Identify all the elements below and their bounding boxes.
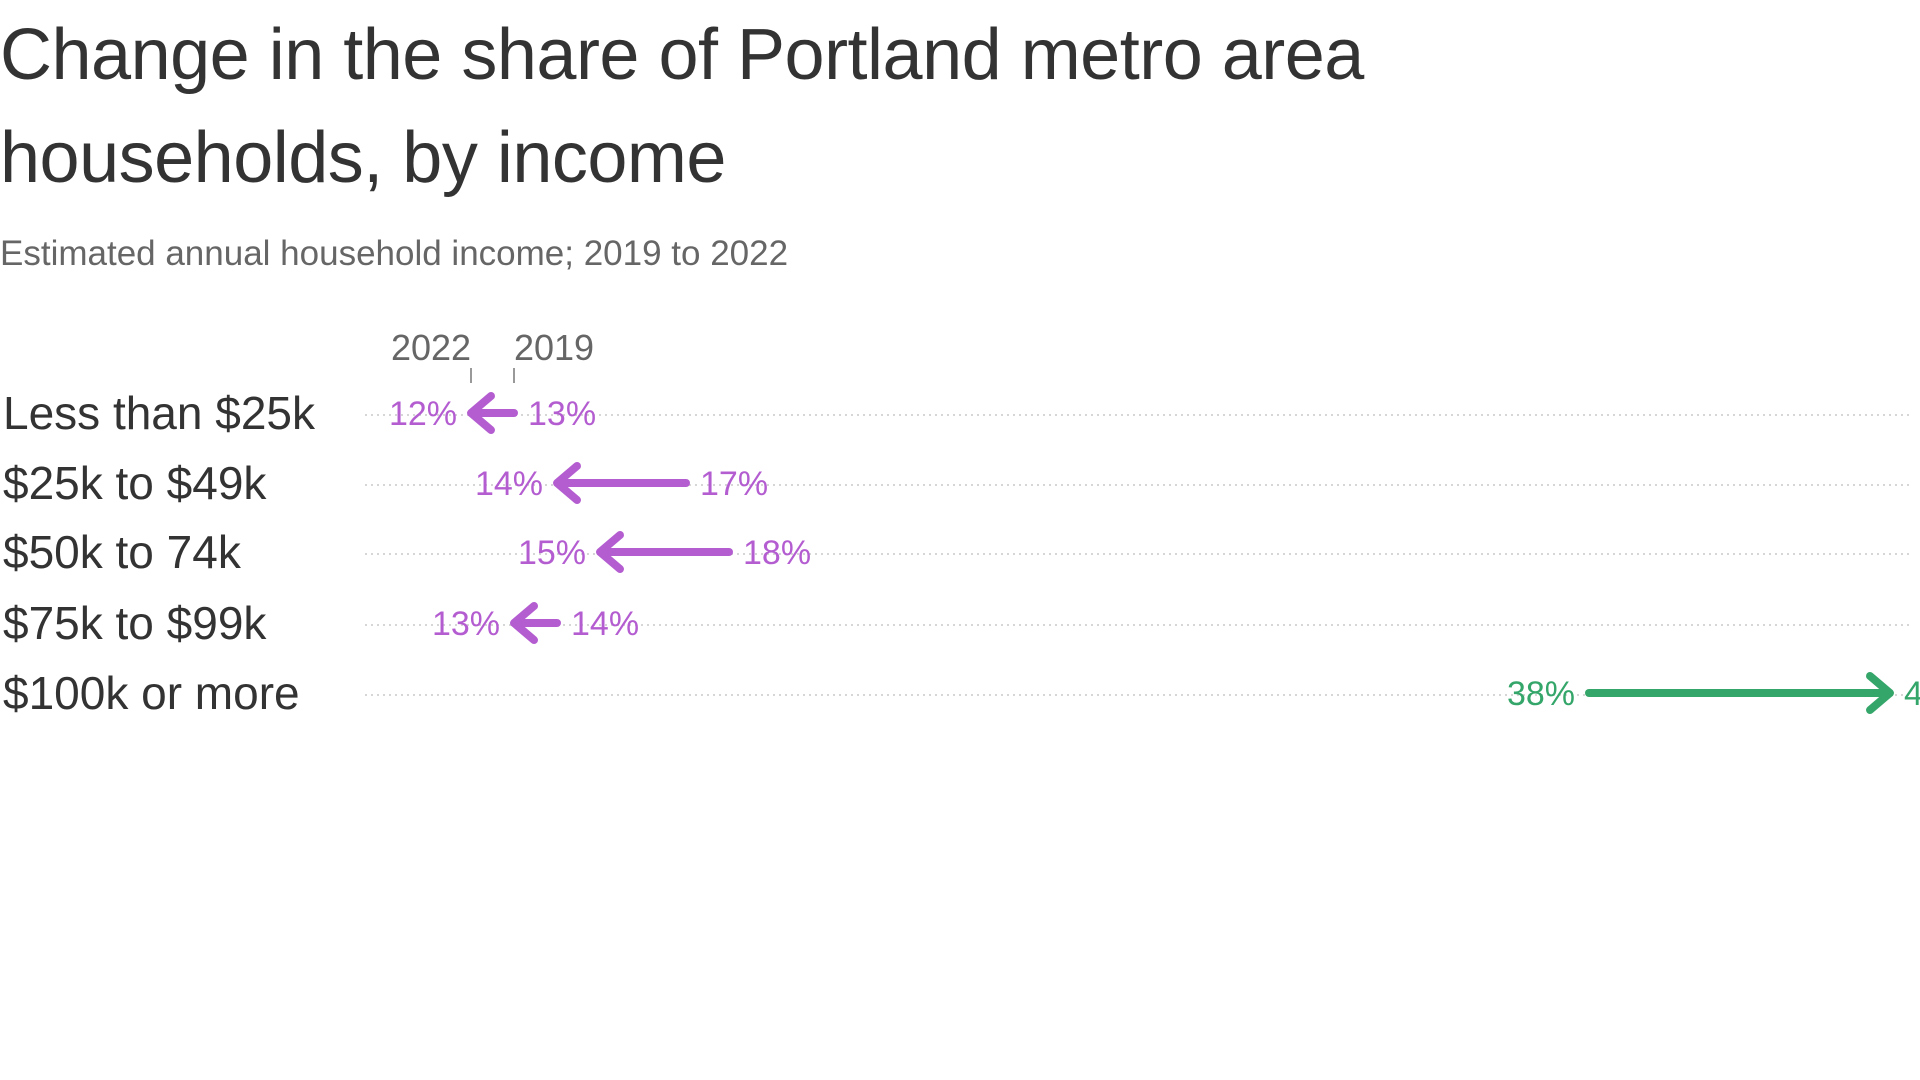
arrow-head — [1866, 672, 1894, 714]
value-label-2019: 13% — [528, 395, 596, 433]
value-label-2022: 14% — [475, 465, 543, 503]
value-label-2019: 17% — [700, 465, 768, 503]
legend: 2022 2019 — [391, 327, 594, 383]
value-label-2019: 18% — [743, 534, 811, 572]
chart-row: $100k or more 38% 45% — [3, 667, 1920, 719]
value-label-2022: 45% — [1904, 675, 1920, 713]
chart-row: $50k to 74k 18% 15% — [3, 526, 1910, 578]
category-label: Less than $25k — [3, 387, 316, 439]
chart-title: Change in the share of Portland metro ar… — [0, 15, 1364, 198]
category-label: $75k to $99k — [3, 597, 267, 649]
chart-rows: Less than $25k 13% 12% $25k to $49k 17% 14% $5… — [3, 387, 1920, 719]
value-label-2019: 14% — [571, 605, 639, 643]
arrow-head — [596, 531, 624, 573]
value-label-2019: 38% — [1507, 675, 1575, 713]
arrow-head — [467, 392, 495, 434]
value-label-2022: 15% — [518, 534, 586, 572]
arrow-head — [553, 462, 581, 504]
category-label: $25k to $49k — [3, 457, 267, 509]
chart-row: $75k to $99k 14% 13% — [3, 597, 1910, 649]
chart-row: Less than $25k 13% 12% — [3, 387, 1910, 439]
legend-label-2019: 2019 — [514, 327, 594, 368]
legend-label-2022: 2022 — [391, 327, 471, 368]
arrow-head — [510, 602, 538, 644]
value-label-2022: 12% — [389, 395, 457, 433]
chart-subtitle: Estimated annual household income; 2019 … — [0, 234, 789, 273]
category-label: $100k or more — [3, 667, 300, 719]
value-label-2022: 13% — [432, 605, 500, 643]
category-label: $50k to 74k — [3, 526, 242, 578]
chart-row: $25k to $49k 17% 14% — [3, 457, 1910, 509]
